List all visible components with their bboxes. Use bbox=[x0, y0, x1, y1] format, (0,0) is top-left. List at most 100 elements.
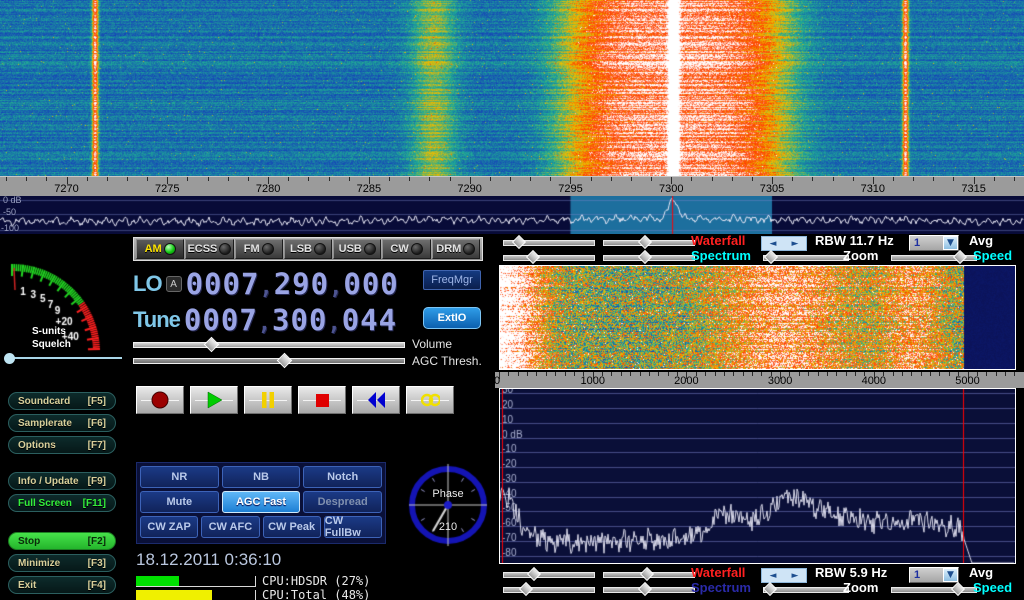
chevron-right-icon[interactable]: ► bbox=[791, 238, 799, 249]
speed-slider[interactable] bbox=[891, 249, 977, 265]
fkey-exit[interactable]: Exit [F4] bbox=[8, 576, 116, 594]
fkey-minimize[interactable]: Minimize [F3] bbox=[8, 554, 116, 572]
spectrum-brightness-slider-knob[interactable] bbox=[637, 249, 652, 265]
dsp-button-nr[interactable]: NR bbox=[140, 466, 219, 488]
average-select[interactable]: 1 ▼ bbox=[909, 567, 959, 583]
pause-button[interactable] bbox=[244, 386, 292, 414]
waterfall-brightness-slider[interactable] bbox=[603, 234, 695, 250]
dsp-button-despread[interactable]: Despread bbox=[303, 491, 383, 513]
mode-button-usb[interactable]: USB bbox=[333, 239, 382, 259]
af-spectrum-display[interactable] bbox=[499, 388, 1016, 564]
fkey-stop[interactable]: Stop [F2] bbox=[8, 532, 116, 550]
freq-manager-button[interactable]: FreqMgr bbox=[423, 270, 481, 290]
dsp-button-cw-fullbw[interactable]: CW FullBw bbox=[323, 515, 382, 539]
chevron-down-icon[interactable]: ▼ bbox=[943, 236, 958, 250]
dsp-button-mute[interactable]: Mute bbox=[140, 491, 219, 513]
record-button[interactable] bbox=[136, 386, 184, 414]
dsp-button-nb[interactable]: NB bbox=[221, 466, 301, 488]
dsp-button-cw-afc[interactable]: CW AFC bbox=[201, 516, 260, 538]
waterfall-brightness-slider[interactable] bbox=[603, 566, 695, 582]
spectrum-contrast-slider-knob[interactable] bbox=[525, 249, 540, 265]
mode-button-cw[interactable]: CW bbox=[382, 239, 431, 259]
rf-spectrum-canvas[interactable] bbox=[0, 196, 1024, 234]
fkey-samplerate[interactable]: Samplerate [F6] bbox=[8, 414, 116, 432]
waterfall-contrast-slider-knob[interactable] bbox=[527, 566, 542, 582]
chevron-right-icon[interactable]: ► bbox=[791, 570, 799, 581]
dsp-button-notch[interactable]: Notch bbox=[303, 466, 383, 488]
speed-slider-knob[interactable] bbox=[952, 249, 967, 265]
rf-frequency-scale[interactable]: 7270 7275 7280 7285 7290 7295 7300 7305 7310 7315 bbox=[0, 176, 1024, 196]
scale-tick bbox=[591, 177, 592, 181]
spectrum-contrast-slider-knob[interactable] bbox=[518, 581, 534, 597]
loop-button[interactable] bbox=[406, 386, 454, 414]
spectrum-brightness-slider[interactable] bbox=[603, 581, 695, 597]
af-scale-tick bbox=[705, 372, 706, 376]
waterfall-brightness-slider-knob[interactable] bbox=[640, 566, 655, 582]
af-scale-tick bbox=[864, 372, 865, 376]
zoom-slider-knob[interactable] bbox=[762, 581, 777, 597]
fkey-info-update[interactable]: Info / Update [F9] bbox=[8, 472, 116, 490]
waterfall-contrast-slider-knob[interactable] bbox=[512, 234, 527, 250]
spectrum-contrast-slider[interactable] bbox=[503, 581, 595, 597]
scale-tick bbox=[933, 177, 934, 181]
fkey-options[interactable]: Options [F7] bbox=[8, 436, 116, 454]
volume-knob[interactable] bbox=[203, 336, 220, 353]
ext-io-button[interactable]: ExtIO bbox=[423, 307, 481, 329]
agc-knob[interactable] bbox=[276, 352, 293, 369]
af-frequency-scale[interactable]: 1000 2000 3000 4000 5000 0 bbox=[494, 372, 1024, 388]
play-button[interactable] bbox=[190, 386, 238, 414]
chevron-left-icon[interactable]: ◄ bbox=[769, 238, 777, 249]
squelch-slider[interactable] bbox=[4, 352, 122, 364]
lo-frequency-row[interactable]: LO A 0007,290,000 bbox=[133, 267, 399, 301]
fkey-full-screen[interactable]: Full Screen [F11] bbox=[8, 494, 116, 512]
lo-frequency-value[interactable]: 0007,290,000 bbox=[185, 267, 399, 301]
chevron-down-icon[interactable]: ▼ bbox=[943, 568, 958, 582]
zoom-slider[interactable] bbox=[762, 581, 849, 597]
spectrum-brightness-slider-knob[interactable] bbox=[637, 581, 652, 597]
waterfall-scroll-control[interactable]: ◄ ► bbox=[761, 568, 807, 583]
mode-button-lsb[interactable]: LSB bbox=[283, 239, 333, 259]
mode-button-am[interactable]: AM bbox=[136, 239, 185, 259]
lo-band-badge[interactable]: A bbox=[165, 276, 182, 292]
dsp-button-agc-fast[interactable]: AGC Fast bbox=[221, 491, 301, 513]
rf-display-controls: Waterfall ◄ ► RBW 11.7 Hz 1 ▼ Avg Spectrum Zoom S… bbox=[495, 233, 1024, 265]
af-scale-tick bbox=[677, 372, 678, 376]
agc-threshold-slider[interactable] bbox=[133, 352, 405, 369]
rf-waterfall-canvas[interactable] bbox=[0, 0, 1024, 176]
mode-button-fm[interactable]: FM bbox=[234, 239, 283, 259]
waterfall-contrast-slider[interactable] bbox=[503, 566, 595, 582]
average-select[interactable]: 1 ▼ bbox=[909, 235, 959, 251]
tune-frequency-row[interactable]: Tune 0007,300,044 bbox=[133, 303, 397, 337]
scale-tick bbox=[268, 177, 269, 184]
scale-tick-label: 7305 bbox=[759, 183, 785, 195]
waterfall-scroll-control[interactable]: ◄ ► bbox=[761, 236, 807, 251]
squelch-knob[interactable] bbox=[4, 353, 15, 364]
phase-scope[interactable]: Phase 210 bbox=[405, 462, 491, 548]
volume-slider[interactable] bbox=[133, 336, 405, 353]
rf-waterfall-display[interactable] bbox=[0, 0, 1024, 176]
rewind-button[interactable] bbox=[352, 386, 400, 414]
lo-label: LO bbox=[133, 271, 163, 296]
dsp-button-cw-peak[interactable]: CW Peak bbox=[262, 516, 321, 538]
mode-button-drm[interactable]: DRM bbox=[431, 239, 480, 259]
af-spectrum-canvas[interactable] bbox=[500, 389, 1015, 563]
volume-track bbox=[133, 342, 405, 348]
spectrum-contrast-slider[interactable] bbox=[503, 249, 595, 265]
spectrum-brightness-slider[interactable] bbox=[603, 249, 695, 265]
speed-slider[interactable] bbox=[891, 581, 977, 597]
dsp-button-cw-zap[interactable]: CW ZAP bbox=[140, 516, 199, 538]
speed-slider-knob[interactable] bbox=[951, 581, 966, 597]
chevron-left-icon[interactable]: ◄ bbox=[769, 570, 777, 581]
mode-button-ecss[interactable]: ECSS bbox=[185, 239, 234, 259]
zoom-slider-knob[interactable] bbox=[763, 249, 779, 265]
rf-spectrum-display[interactable]: 0 dB -50 -100 bbox=[0, 196, 1024, 234]
zoom-slider[interactable] bbox=[763, 249, 849, 265]
af-waterfall-display[interactable] bbox=[499, 265, 1016, 370]
tune-frequency-value[interactable]: 0007,300,044 bbox=[183, 303, 398, 337]
mode-label: USB bbox=[338, 243, 362, 255]
fkey-soundcard[interactable]: Soundcard [F5] bbox=[8, 392, 116, 410]
stop-button[interactable] bbox=[298, 386, 346, 414]
waterfall-brightness-slider-knob[interactable] bbox=[637, 234, 652, 250]
waterfall-contrast-slider[interactable] bbox=[503, 234, 595, 250]
af-waterfall-canvas[interactable] bbox=[500, 266, 1015, 369]
